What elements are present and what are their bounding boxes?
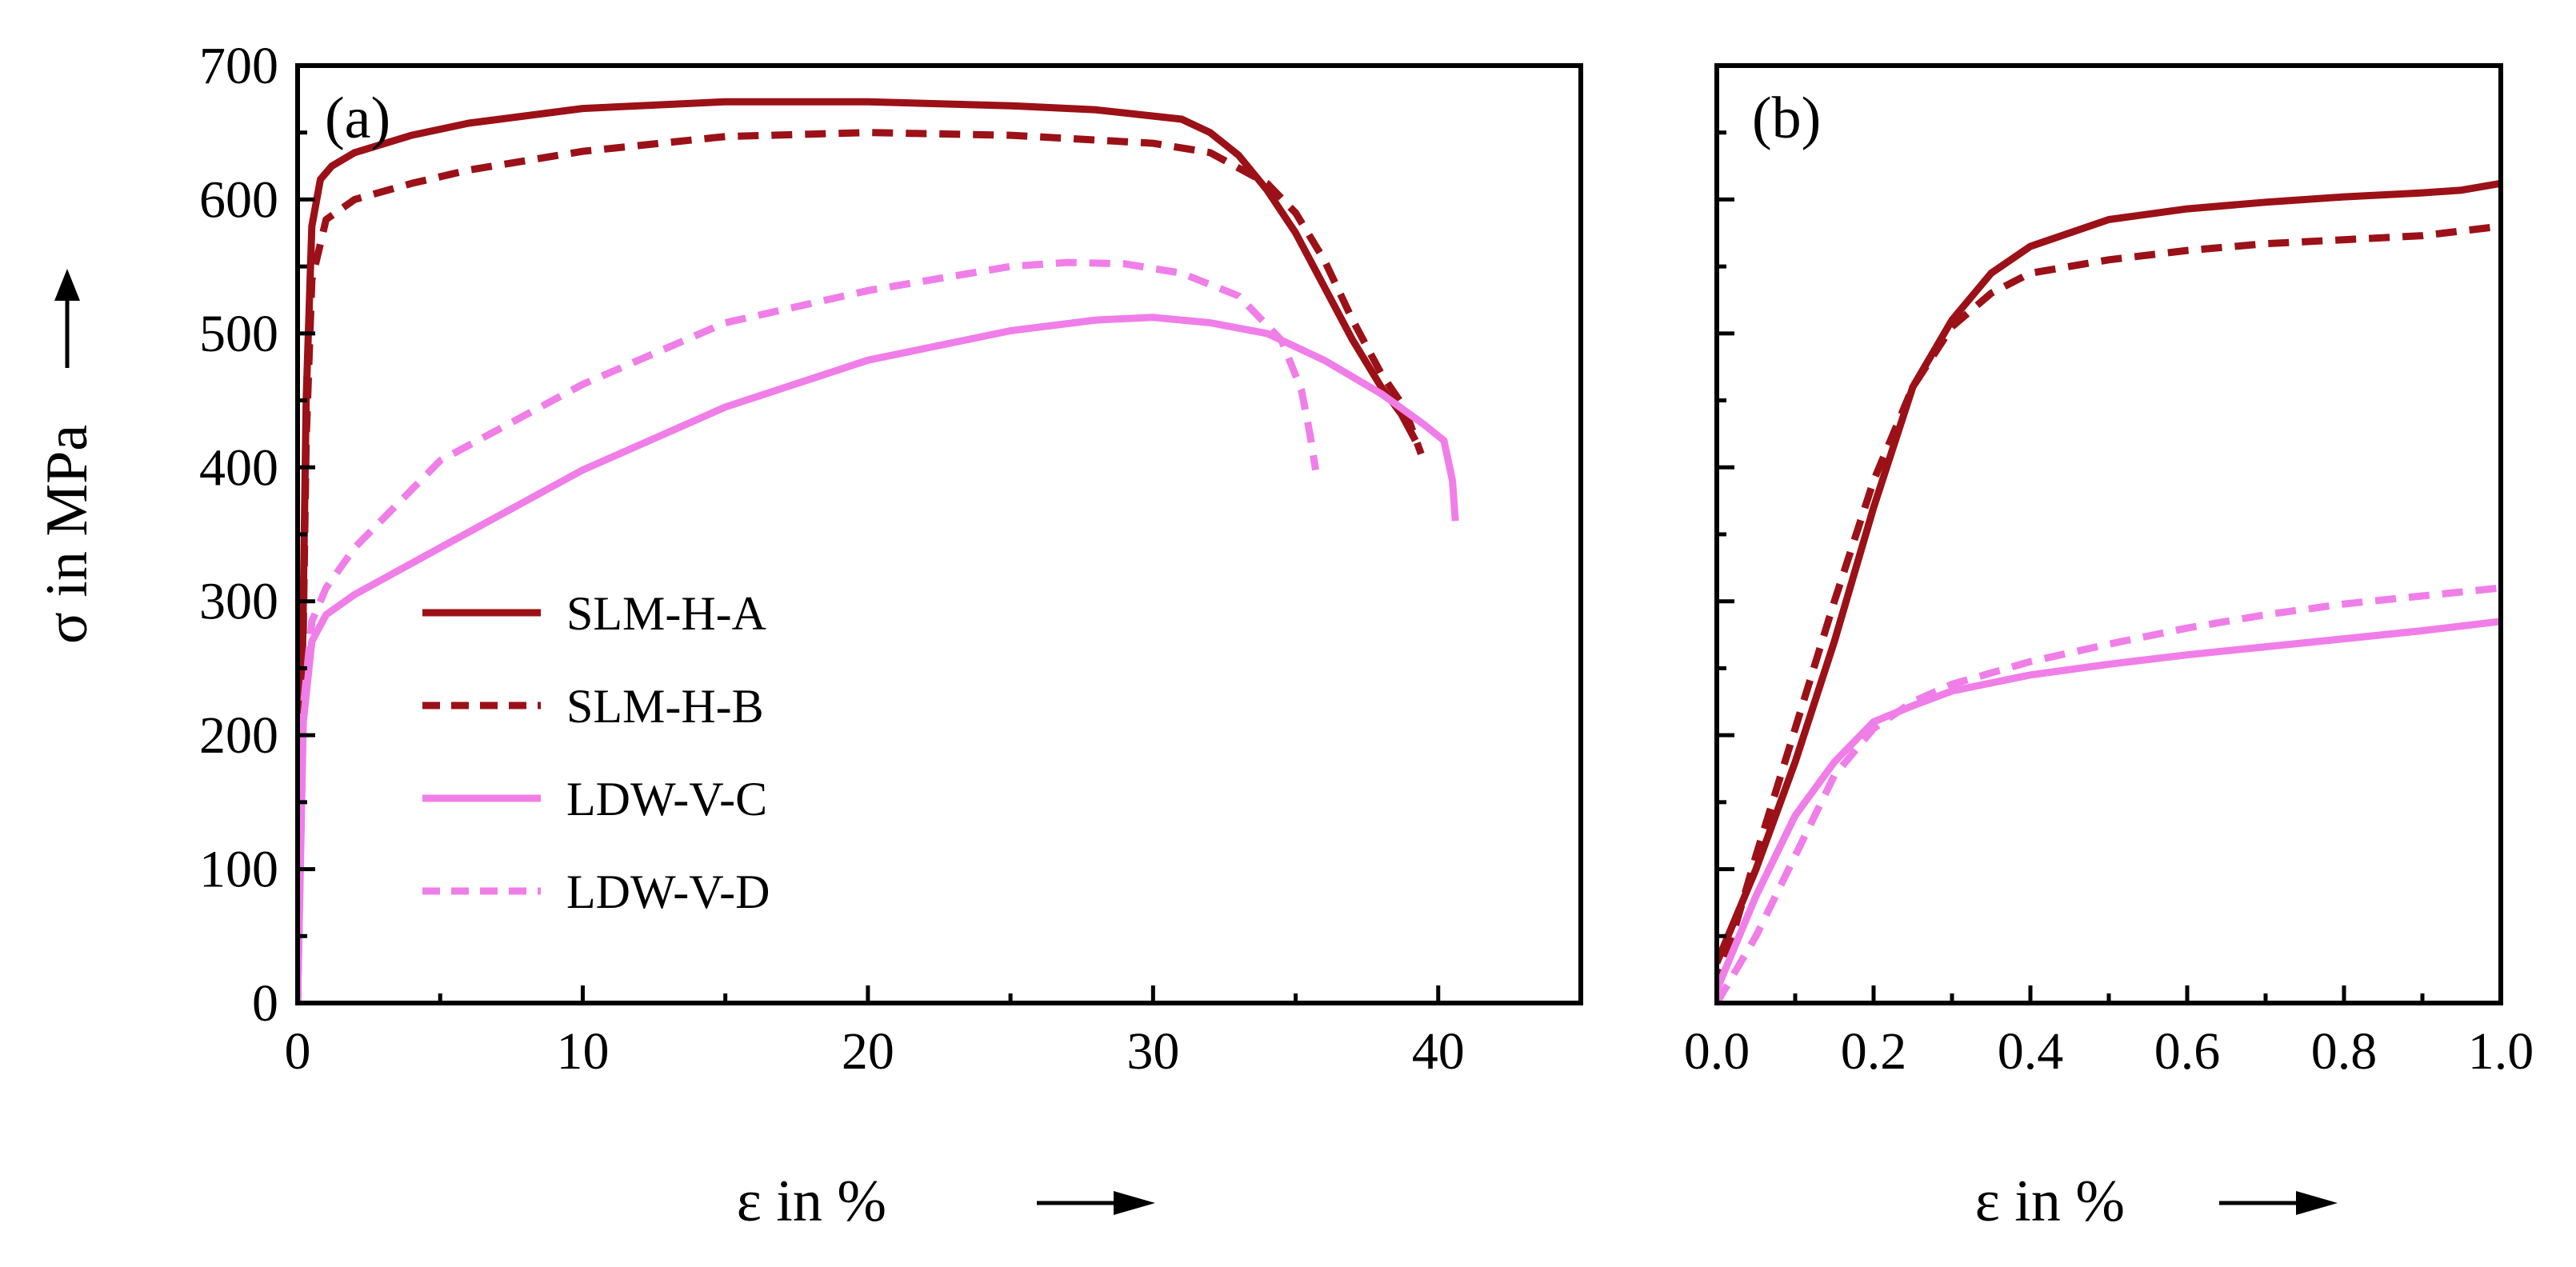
panel-b-x-arrow [2219, 1191, 2338, 1215]
panel-a-x-axis-label: ε in % [737, 1169, 886, 1234]
y-tick-label: 300 [199, 573, 278, 631]
panel-a-series [298, 98, 1459, 1003]
x-tick-label: 0.4 [1998, 1022, 2064, 1081]
x-tick-label: 30 [1126, 1022, 1179, 1081]
series-line-slm-h-b [1717, 222, 2501, 991]
panel-b-plot-area [1717, 179, 2501, 1003]
panel-b: 0.0 0.2 0.4 0.6 0.8 1.0 (b) ε in % [1684, 63, 2534, 1234]
legend-label: LDW-V-D [566, 865, 770, 918]
panel-a-y-title: σ in MPa [34, 425, 100, 644]
panel-a-label: (a) [325, 86, 390, 151]
panel-b-frame [1714, 63, 2503, 1005]
legend-label: LDW-V-C [566, 773, 767, 825]
series-line-ldw-v-c [1717, 618, 2501, 992]
series-line-ldw-v-d [1717, 584, 2501, 1003]
series-line-slm-h-a [298, 98, 1419, 1003]
x-tick-label: 40 [1412, 1022, 1465, 1081]
x-tick-label: 0.2 [1841, 1022, 1907, 1081]
x-tick-label: 0.8 [2311, 1022, 2378, 1081]
panel-b-x-axis-label: ε in % [1975, 1169, 2125, 1234]
x-tick-label: 20 [842, 1022, 894, 1081]
x-tick-label: 0.0 [1684, 1022, 1750, 1081]
legend: SLM-H-A SLM-H-B LDW-V-C LDW-V-D [422, 587, 770, 918]
panel-b-ticks: 0.0 0.2 0.4 0.6 0.8 1.0 [1684, 63, 2534, 1081]
series-line-slm-h-b [298, 129, 1425, 1003]
x-tick-label: 0 [285, 1022, 311, 1081]
x-tick-label: 1.0 [2468, 1022, 2534, 1081]
y-tick-label: 500 [199, 305, 278, 363]
y-axis-arrow [54, 269, 80, 368]
panel-b-label: (b) [1752, 86, 1821, 151]
panel-a-frame [295, 63, 1583, 1005]
y-tick-label: 600 [199, 170, 278, 229]
series-line-ldw-v-c [298, 314, 1459, 1003]
panel-a-x-arrow [1037, 1191, 1155, 1215]
y-tick-label: 200 [199, 706, 278, 765]
panel-a-plot-area [298, 98, 1459, 1003]
y-axis-label: σ in MPa [34, 425, 100, 644]
y-tick-label: 0 [252, 974, 278, 1033]
series-line-slm-h-a [1717, 179, 2501, 965]
panel-b-series [1717, 179, 2501, 1003]
x-tick-label: 10 [556, 1022, 609, 1081]
series-line-ldw-v-d [298, 258, 1319, 1003]
y-tick-label: 700 [199, 37, 278, 95]
legend-label: SLM-H-A [566, 587, 766, 640]
y-tick-label: 400 [199, 438, 278, 497]
x-tick-label: 0.6 [2154, 1022, 2221, 1081]
y-tick-label: 100 [199, 841, 278, 899]
legend-label: SLM-H-B [566, 680, 764, 733]
